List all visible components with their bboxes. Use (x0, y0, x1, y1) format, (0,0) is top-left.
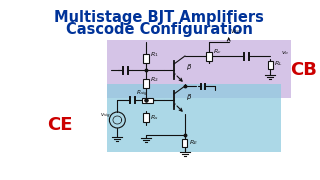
Text: $R_{sig}$: $R_{sig}$ (136, 89, 148, 99)
Bar (206, 51, 212, 60)
Text: $\beta$: $\beta$ (186, 92, 192, 102)
Text: $\beta$: $\beta$ (186, 62, 192, 72)
Bar (142, 98, 153, 102)
Bar (143, 78, 149, 87)
Text: $R_c$: $R_c$ (213, 48, 221, 57)
Text: CE: CE (47, 116, 72, 134)
Text: CB: CB (290, 61, 317, 79)
Text: $v_o$: $v_o$ (281, 49, 290, 57)
Text: $R_L$: $R_L$ (275, 60, 283, 68)
Text: $V_{CC}$: $V_{CC}$ (230, 27, 241, 36)
Bar (108, 40, 291, 98)
Bar (182, 139, 188, 147)
Text: Cascode Configuration: Cascode Configuration (66, 21, 252, 37)
Text: $v_{sig}$: $v_{sig}$ (100, 111, 111, 121)
Text: $R_2$: $R_2$ (150, 76, 159, 84)
Bar (268, 61, 273, 69)
Bar (143, 53, 149, 62)
Text: $R_s$: $R_s$ (150, 113, 159, 122)
Bar (108, 84, 281, 152)
Text: $R_1$: $R_1$ (150, 51, 159, 59)
Bar (143, 113, 149, 122)
Text: $R_E$: $R_E$ (189, 139, 198, 147)
Text: Multistage BJT Amplifiers: Multistage BJT Amplifiers (54, 10, 264, 24)
